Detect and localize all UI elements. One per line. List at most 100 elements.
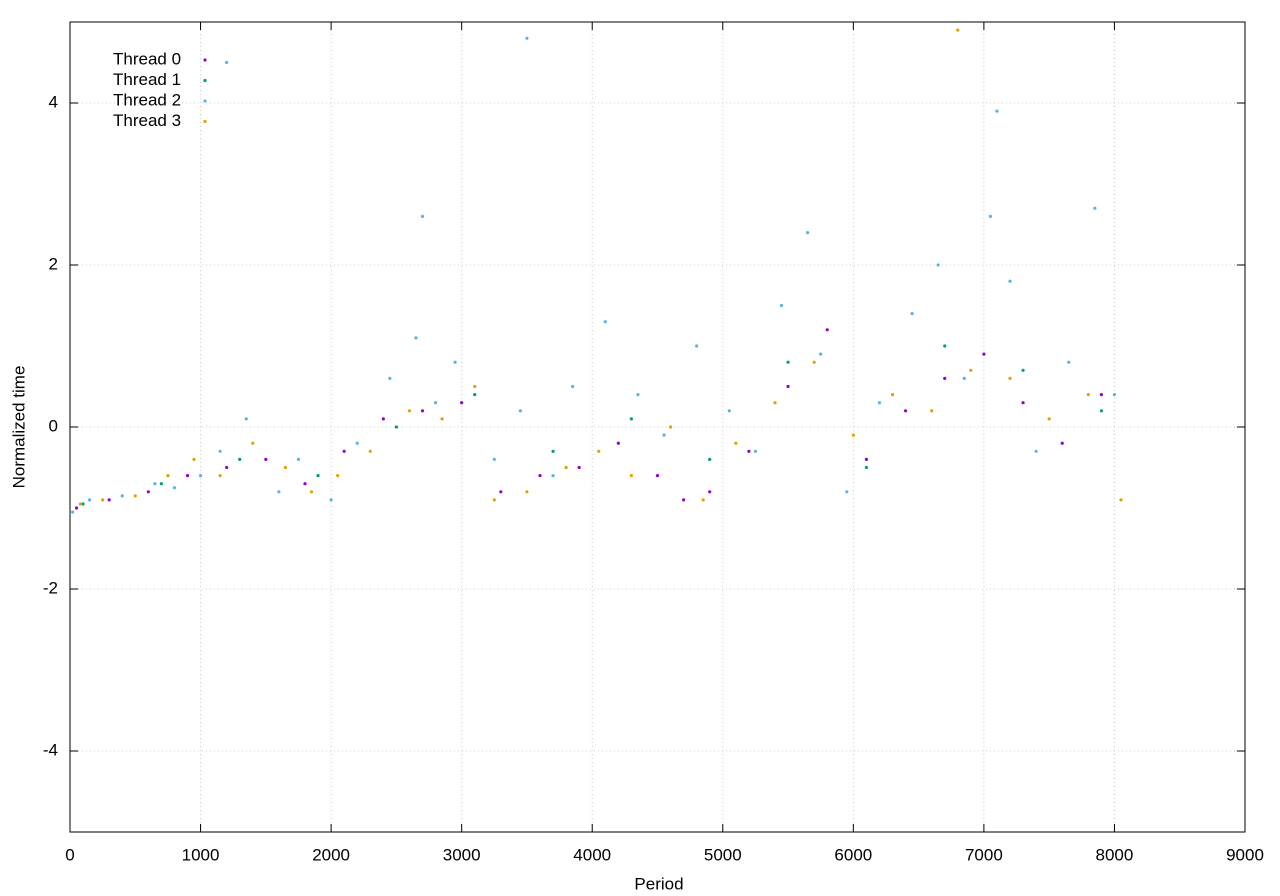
legend-key: [203, 58, 207, 62]
point: [381, 417, 385, 421]
point: [71, 510, 75, 514]
point: [420, 409, 425, 413]
point: [492, 457, 496, 461]
point: [812, 360, 816, 364]
point: [864, 457, 868, 461]
point: [1047, 417, 1051, 421]
point: [571, 384, 575, 389]
legend-label: Thread 1: [113, 70, 181, 89]
point: [473, 384, 477, 389]
legend-label: Thread 0: [113, 49, 181, 68]
point: [655, 474, 660, 478]
point: [877, 401, 882, 405]
y-tick-label: 4: [49, 92, 58, 111]
point: [806, 231, 810, 235]
point: [708, 457, 712, 461]
point: [166, 474, 170, 478]
point: [708, 490, 712, 494]
point: [851, 433, 855, 437]
point: [662, 433, 666, 437]
point: [969, 368, 973, 372]
point: [368, 449, 372, 453]
x-tick-label: 1000: [182, 845, 220, 864]
point: [492, 498, 496, 502]
point: [355, 441, 359, 445]
point: [303, 482, 307, 486]
point: [414, 336, 418, 340]
point: [316, 474, 320, 478]
point: [336, 474, 340, 478]
point: [1067, 360, 1071, 364]
y-tick-label: 2: [49, 254, 58, 273]
point: [1008, 279, 1012, 283]
point: [78, 502, 83, 506]
point: [564, 465, 568, 470]
point: [453, 360, 457, 364]
point: [1112, 393, 1117, 397]
point: [616, 441, 620, 445]
point: [120, 494, 124, 498]
point: [198, 474, 203, 478]
point: [864, 465, 868, 470]
point: [1021, 401, 1025, 405]
point: [930, 409, 934, 413]
x-tick-label: 0: [65, 845, 74, 864]
y-tick-label: -2: [43, 578, 58, 597]
point: [753, 449, 758, 453]
point: [277, 490, 281, 494]
point: [1099, 409, 1103, 413]
x-tick-label: 4000: [573, 845, 611, 864]
x-tick-label: 8000: [1096, 845, 1134, 864]
point: [244, 417, 248, 421]
point: [727, 409, 731, 413]
point: [636, 393, 640, 397]
legend-label: Thread 3: [113, 111, 181, 130]
point: [525, 36, 529, 40]
y-axis-label: Normalized time: [9, 366, 28, 489]
point: [1119, 498, 1123, 502]
point: [773, 401, 777, 405]
point: [133, 494, 137, 498]
point: [682, 498, 686, 502]
point: [734, 441, 738, 445]
y-tick-label: 0: [49, 416, 58, 435]
point: [473, 393, 477, 397]
point: [903, 409, 908, 413]
point: [433, 401, 438, 405]
point: [956, 28, 960, 32]
point: [518, 409, 523, 413]
point: [225, 60, 229, 65]
x-tick-label: 7000: [965, 845, 1003, 864]
point: [890, 393, 895, 397]
point: [786, 360, 790, 364]
point: [388, 376, 392, 380]
point: [1093, 206, 1097, 210]
point: [962, 376, 966, 380]
point: [988, 214, 993, 218]
point: [342, 449, 346, 453]
point: [1060, 441, 1064, 445]
point: [264, 457, 268, 461]
point: [251, 441, 255, 445]
point: [440, 417, 444, 421]
point: [87, 498, 92, 502]
legend-label: Thread 2: [113, 90, 181, 109]
point: [1086, 393, 1090, 397]
point: [460, 401, 464, 405]
point: [146, 490, 150, 494]
point: [159, 482, 163, 486]
point: [551, 474, 555, 478]
x-axis-label: Period: [634, 874, 683, 893]
point: [936, 263, 940, 267]
point: [629, 474, 633, 478]
point: [309, 490, 314, 494]
point: [238, 457, 242, 461]
point: [701, 498, 705, 502]
point: [943, 344, 947, 348]
point: [185, 474, 190, 478]
point: [1034, 449, 1038, 453]
point: [218, 449, 222, 453]
point: [407, 409, 412, 413]
